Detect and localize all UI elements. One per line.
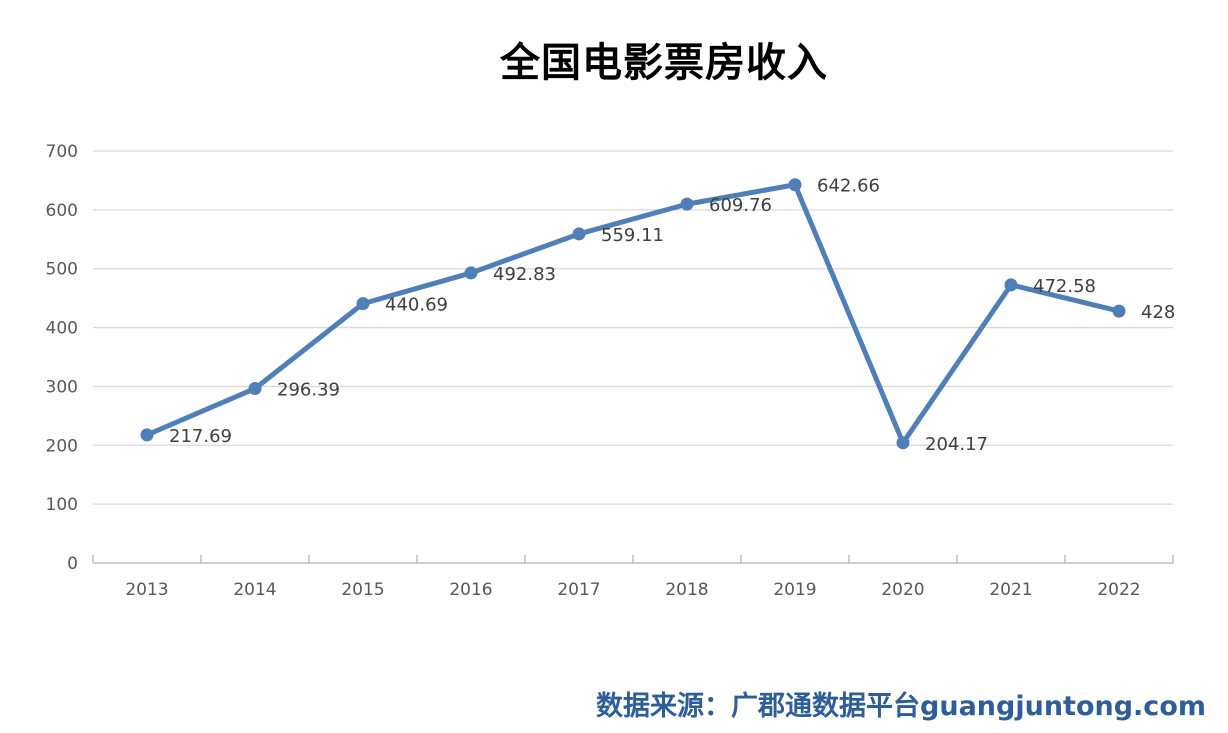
data-point [356, 297, 370, 311]
data-label: 559.11 [601, 225, 664, 246]
data-point [248, 382, 262, 396]
data-label: 204.17 [925, 434, 988, 455]
source-note: 数据来源：广郡通数据平台guangjuntong.com [596, 691, 1206, 722]
y-tick-label: 600 [46, 201, 78, 221]
x-axis [92, 555, 1174, 564]
y-tick-label: 200 [46, 436, 78, 456]
x-tick-label: 2016 [449, 580, 492, 600]
y-tick-label: 300 [46, 377, 78, 397]
data-point [140, 428, 154, 442]
data-label: 217.69 [169, 426, 232, 447]
data-label: 642.66 [817, 176, 880, 197]
data-label: 472.58 [1033, 276, 1096, 297]
data-point [680, 197, 694, 211]
data-label: 296.39 [277, 380, 340, 401]
data-label: 492.83 [493, 264, 556, 285]
y-tick-label: 700 [46, 142, 78, 162]
data-point [1112, 304, 1126, 318]
data-point [788, 178, 802, 192]
y-tick-label: 400 [46, 319, 78, 339]
x-tick-label: 2018 [665, 580, 708, 600]
x-tick-label: 2015 [341, 580, 384, 600]
y-tick-label: 100 [46, 495, 78, 515]
chart-title: 全国电影票房收入 [500, 40, 828, 86]
y-tick-label: 500 [46, 260, 78, 280]
data-point [464, 266, 478, 280]
data-labels: 217.69 296.39 440.69 492.83 559.11 609.76 642.… [169, 176, 1175, 455]
x-tick-label: 2014 [233, 580, 276, 600]
x-tick-label: 2020 [881, 580, 924, 600]
data-point [1004, 278, 1018, 292]
x-tick-label: 2021 [989, 580, 1032, 600]
data-label: 428 [1141, 302, 1175, 323]
gridlines [93, 150, 1173, 505]
data-label: 609.76 [709, 195, 772, 216]
data-point [896, 436, 910, 450]
x-tick-label: 2013 [125, 580, 168, 600]
data-label: 440.69 [385, 295, 448, 316]
x-tick-label: 2017 [557, 580, 600, 600]
y-axis-tick-labels: 0 100 200 300 400 500 600 700 [46, 142, 78, 574]
series [140, 178, 1126, 450]
y-tick-label: 0 [67, 554, 78, 574]
x-axis-tick-labels: 2013 2014 2015 2016 2017 2018 2019 2020 2021 2022 [125, 580, 1140, 600]
x-tick-label: 2022 [1097, 580, 1140, 600]
series-line [144, 182, 1122, 446]
x-tick-label: 2019 [773, 580, 816, 600]
data-point [572, 227, 586, 241]
